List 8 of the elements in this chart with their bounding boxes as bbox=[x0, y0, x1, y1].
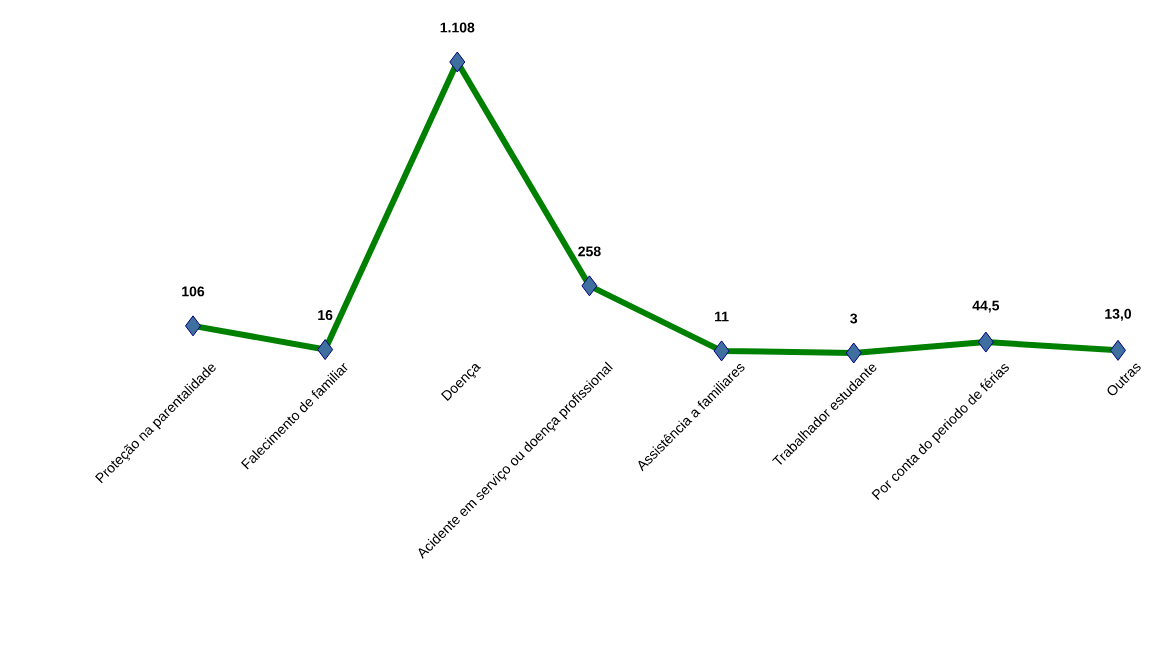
data-label: 106 bbox=[182, 286, 205, 297]
data-label: 1.108 bbox=[440, 22, 475, 33]
data-label: 13,0 bbox=[1105, 308, 1132, 321]
data-label: 258 bbox=[578, 246, 601, 257]
data-label: 44,5 bbox=[972, 300, 1000, 313]
data-label: 16 bbox=[318, 310, 333, 321]
data-label: 11 bbox=[715, 311, 729, 322]
data-label: 3 bbox=[850, 313, 858, 324]
